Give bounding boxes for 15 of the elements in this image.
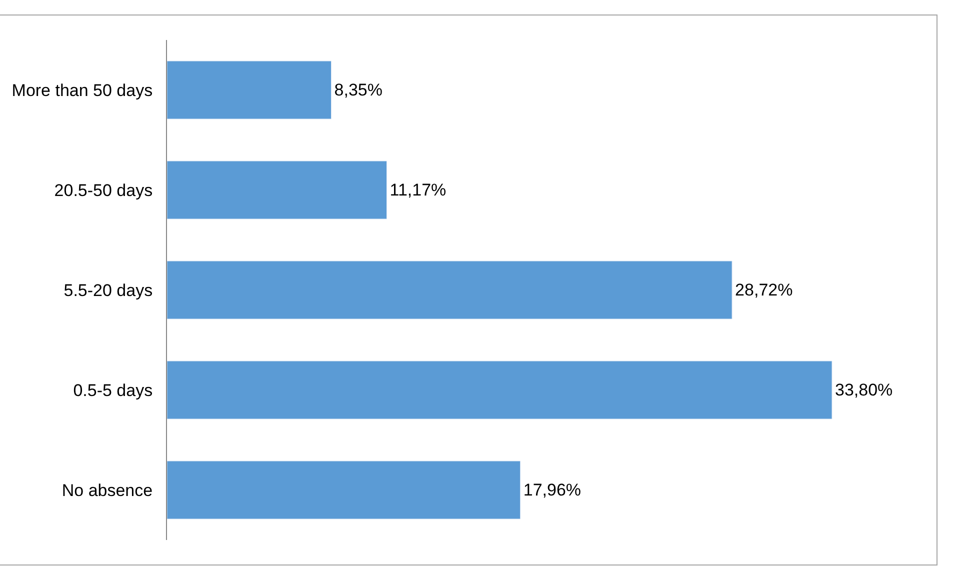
y-tick-label: More than 50 days (12, 80, 153, 100)
bar (167, 60, 332, 120)
data-label: 11,17% (390, 180, 446, 200)
bar (167, 360, 832, 420)
bar (167, 460, 521, 520)
y-tick-label: 5.5-20 days (64, 280, 153, 300)
y-tick-label: 20.5-50 days (54, 180, 153, 200)
bar (167, 160, 388, 220)
y-tick-label: 0.5-5 days (73, 380, 153, 400)
data-label: 33,80% (835, 380, 893, 400)
data-label: 8,35% (334, 80, 382, 100)
bar (167, 260, 732, 320)
data-label: 17,96% (523, 480, 582, 500)
data-label: 28,72% (735, 280, 793, 300)
y-tick-label: No absence (62, 480, 153, 500)
